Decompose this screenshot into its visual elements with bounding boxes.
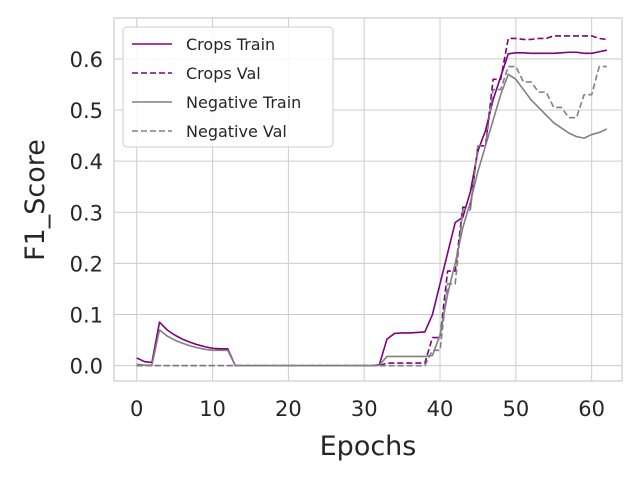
legend-label: Negative Train (186, 93, 301, 112)
y-tick-label: 0.3 (70, 201, 103, 225)
series-layer (136, 35, 608, 367)
y-tick-label: 0.0 (70, 355, 103, 379)
x-tick-label: 20 (275, 397, 302, 421)
tick-labels: 0 10 20 30 40 50 60 0.0 0.1 0.2 0.3 0.4 0.5 0.6 (70, 48, 605, 421)
x-tick-label: 30 (351, 397, 378, 421)
y-tick-label: 0.6 (70, 48, 103, 72)
y-tick-label: 0.2 (70, 252, 103, 276)
x-tick-label: 40 (427, 397, 454, 421)
x-tick-label: 0 (130, 397, 143, 421)
legend-label: Negative Val (186, 122, 287, 141)
y-axis-label: F1_Score (20, 139, 51, 261)
x-axis-label: Epochs (320, 431, 417, 462)
series-line-negative-val (136, 65, 607, 367)
y-tick-label: 0.4 (70, 150, 103, 174)
legend-label: Crops Val (186, 64, 261, 83)
x-tick-label: 50 (502, 397, 529, 421)
x-tick-label: 60 (578, 397, 605, 421)
x-tick-label: 10 (199, 397, 226, 421)
y-tick-label: 0.1 (70, 304, 103, 328)
legend: Crops Train Crops Val Negative Train Negati… (122, 26, 334, 148)
legend-label: Crops Train (186, 35, 275, 54)
y-tick-label: 0.5 (70, 99, 103, 123)
legend-box (122, 26, 334, 148)
